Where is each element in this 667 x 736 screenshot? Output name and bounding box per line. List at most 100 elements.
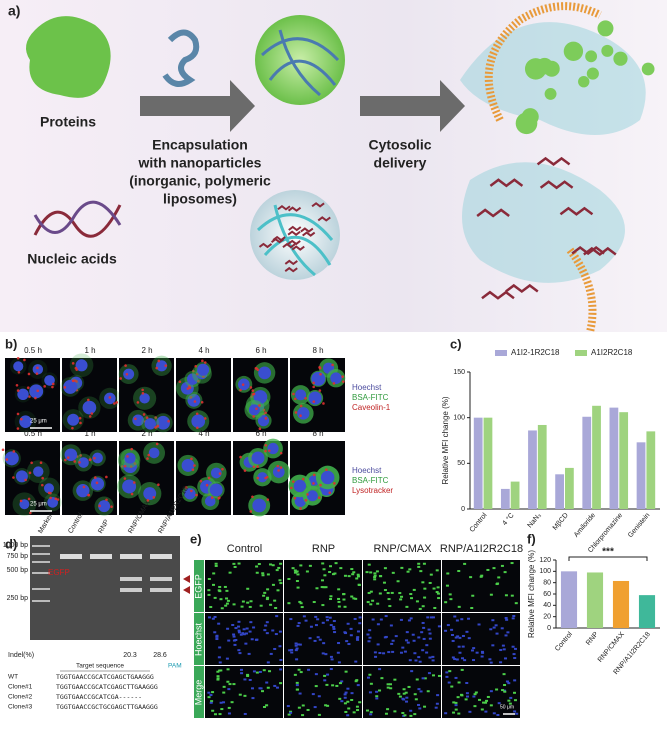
- dot: [195, 372, 199, 376]
- arrow: [140, 80, 255, 132]
- bar: [473, 417, 483, 509]
- cell: [418, 660, 422, 663]
- cell: [237, 649, 241, 652]
- nucleus: [186, 373, 199, 385]
- cell: [278, 645, 282, 648]
- cell: [325, 616, 329, 619]
- dot: [155, 442, 159, 446]
- nucleus: [78, 457, 89, 468]
- nucleus: [308, 391, 322, 405]
- cell: [387, 651, 391, 654]
- nucleus: [156, 360, 168, 372]
- cell: [294, 644, 298, 647]
- cell: [386, 708, 390, 711]
- cell: [298, 692, 302, 695]
- cell: [503, 689, 507, 692]
- cell: [226, 680, 230, 683]
- cell: [346, 687, 350, 690]
- cell: [228, 683, 232, 686]
- nucleus: [13, 361, 24, 372]
- dot: [200, 400, 204, 404]
- dot: [90, 412, 94, 415]
- nucleus: [197, 363, 210, 376]
- dot: [264, 443, 268, 447]
- cell: [250, 687, 254, 690]
- cell: [486, 568, 490, 571]
- cell: [375, 697, 379, 700]
- sequence: TGGTGAACCGCTGCGAGCTTGAAGGG: [56, 703, 158, 711]
- dot: [130, 492, 134, 496]
- cell: [403, 714, 407, 717]
- cell: [448, 593, 452, 596]
- dot: [293, 397, 297, 401]
- cell: [436, 592, 440, 595]
- dot: [251, 495, 254, 499]
- dot: [258, 404, 261, 407]
- cell: [366, 633, 370, 636]
- cell: [406, 641, 410, 644]
- dot: [218, 472, 222, 475]
- cell: [455, 619, 459, 622]
- cell: [297, 622, 301, 625]
- dot: [290, 486, 293, 490]
- cell: [237, 562, 241, 565]
- dot: [207, 476, 211, 480]
- row-label: EGFP: [193, 574, 203, 599]
- dot: [20, 417, 23, 421]
- nucleus: [32, 364, 44, 375]
- protein-particle: [641, 62, 655, 76]
- dot: [17, 370, 21, 374]
- cell: [489, 628, 493, 631]
- nucleus: [98, 500, 111, 513]
- dna-particle: [302, 231, 316, 237]
- cell: [356, 630, 360, 633]
- dot: [190, 489, 193, 493]
- cell: [367, 640, 371, 643]
- cell: [329, 655, 333, 658]
- marker-label: 250 bp: [7, 595, 29, 602]
- cell: [448, 670, 452, 673]
- cell: [428, 656, 432, 659]
- cell: [275, 615, 279, 618]
- time-label: 6 h: [255, 346, 266, 355]
- cell: [464, 698, 468, 701]
- cell: [513, 710, 517, 713]
- cell: [296, 586, 300, 589]
- dna-particle: [287, 230, 301, 236]
- cell: [386, 683, 390, 686]
- cell: [369, 713, 373, 716]
- cell: [342, 593, 346, 596]
- band: [32, 545, 50, 547]
- cell: [276, 589, 280, 592]
- cell: [510, 594, 514, 597]
- cell: [492, 626, 496, 629]
- cell: [252, 670, 256, 673]
- cell: [378, 668, 382, 671]
- cell: [354, 597, 358, 600]
- cell: [435, 591, 439, 594]
- cell: [279, 582, 283, 585]
- cell: [500, 564, 504, 567]
- cell: [326, 673, 330, 676]
- cell: [216, 677, 220, 680]
- legend-text: BSA-FITC: [352, 393, 389, 402]
- protein-particle: [536, 57, 553, 75]
- cell: [492, 567, 496, 570]
- dot: [317, 496, 321, 500]
- x-tick-label: Control: [554, 631, 574, 653]
- cell: [365, 571, 369, 574]
- dot: [267, 449, 271, 452]
- cell: [376, 643, 380, 646]
- dot: [318, 366, 322, 370]
- dot: [132, 481, 136, 484]
- band: [150, 554, 172, 559]
- cell: [227, 706, 231, 709]
- cell: [288, 649, 292, 652]
- bar: [582, 416, 592, 509]
- dot: [255, 367, 258, 370]
- cell: [379, 618, 383, 621]
- cell: [453, 658, 457, 661]
- cell: [512, 691, 516, 694]
- dot: [299, 507, 302, 510]
